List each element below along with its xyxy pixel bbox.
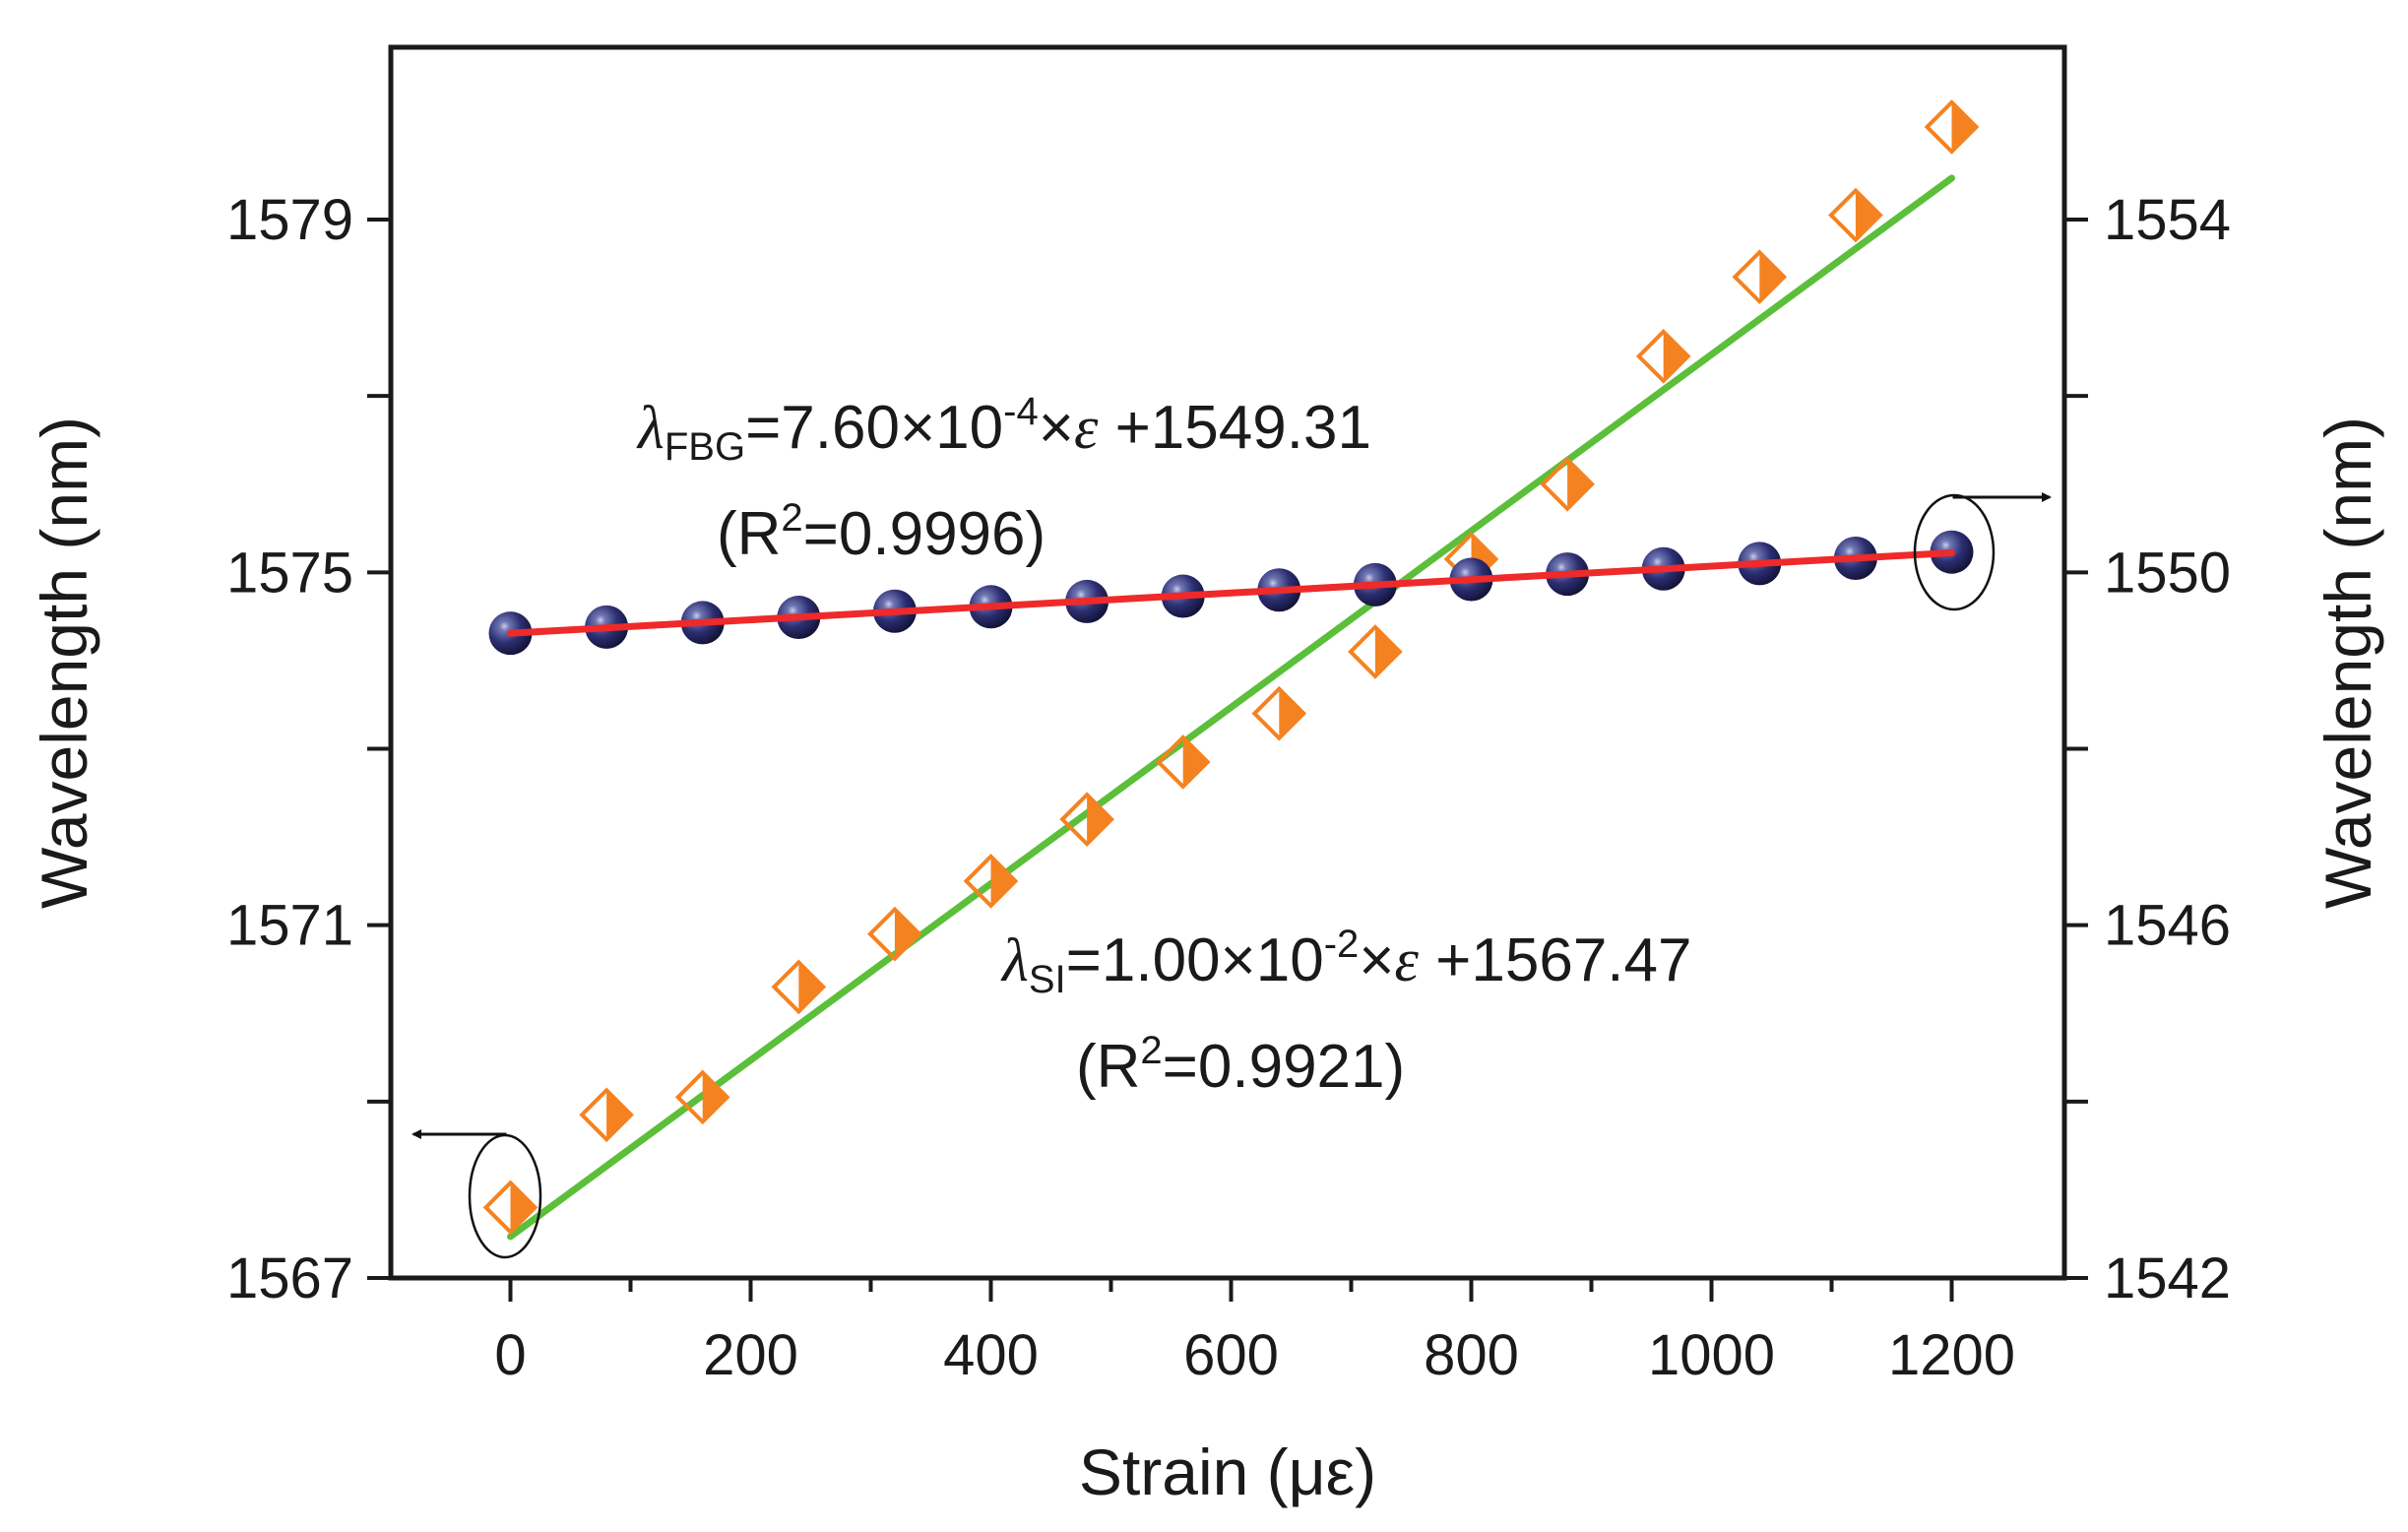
si-marker-outline <box>1635 329 1691 384</box>
si-marker-filled-half <box>702 1072 728 1122</box>
si-marker-outline <box>1155 734 1211 790</box>
si-marker-outline <box>1540 456 1595 512</box>
si-marker-filled-half <box>606 1090 632 1140</box>
si-marker-filled-half <box>1087 795 1112 845</box>
si-marker-filled-half <box>990 856 1016 906</box>
x-tick-label: 600 <box>1183 1323 1279 1387</box>
plot-frame <box>388 44 2067 1281</box>
si-marker-filled-half <box>1855 190 1880 240</box>
fbg-fit-r-squared: (R2=0.9996) <box>717 496 1046 568</box>
x-tick-label: 1000 <box>1648 1323 1775 1387</box>
si-marker-outline <box>1059 792 1114 847</box>
si-marker-filled-half <box>1951 101 1977 152</box>
si-data-point <box>1635 329 1691 384</box>
si-axis-indicator-ellipse <box>468 1133 542 1259</box>
si-data-point <box>771 959 827 1015</box>
si-data-point <box>1924 99 1980 155</box>
y-axis-right-title: Wavelength (nm) <box>2312 416 2384 909</box>
y-left-tick-label: 1571 <box>226 894 353 958</box>
si-marker-outline <box>1924 99 1980 155</box>
si-data-point <box>1155 734 1211 790</box>
y-right-tick-label: 1550 <box>2104 541 2231 605</box>
si-fit-line <box>507 174 1955 1241</box>
fbg-fit-line <box>507 548 1955 637</box>
x-tick-label: 0 <box>494 1323 526 1387</box>
y-right-tick-label: 1542 <box>2104 1246 2231 1310</box>
si-marker-filled-half <box>798 962 824 1012</box>
si-marker-outline <box>1828 187 1883 243</box>
si-marker-outline <box>579 1087 634 1143</box>
si-fit-equation: λSI=1.00×10-2×ε +1567.47 <box>1000 923 1691 1001</box>
x-tick-label: 200 <box>703 1323 798 1387</box>
si-marker-filled-half <box>510 1182 536 1233</box>
si-marker-outline <box>963 854 1019 909</box>
si-data-point <box>579 1087 634 1143</box>
y-right-tick-label: 1546 <box>2104 894 2231 958</box>
si-data-point <box>1251 685 1307 741</box>
y-left-tick-label: 1575 <box>226 541 353 605</box>
si-marker-filled-half <box>1663 331 1688 381</box>
si-marker-outline <box>482 1180 539 1236</box>
si-data-point <box>482 1180 539 1236</box>
si-marker-filled-half <box>894 909 919 959</box>
x-tick-label: 1200 <box>1888 1323 2015 1387</box>
si-marker-filled-half <box>1279 688 1304 738</box>
si-data-point <box>963 854 1019 909</box>
si-marker-filled-half <box>1374 626 1400 676</box>
fbg-axis-arrow-right <box>1952 492 2052 502</box>
si-data-point <box>1348 624 1403 679</box>
fbg-fit-equation: λFBG=7.60×10-4×ε +1549.31 <box>636 390 1371 469</box>
si-marker-outline <box>867 906 922 962</box>
si-data-point <box>674 1069 730 1125</box>
si-data-point <box>1828 187 1883 243</box>
si-marker-filled-half <box>1759 252 1785 302</box>
si-fit-r-squared: (R2=0.9921) <box>1076 1029 1405 1101</box>
y-axis-left-title: Wavelength (nm) <box>28 416 100 909</box>
si-marker-outline <box>1348 624 1403 679</box>
si-axis-arrow-left <box>412 1129 507 1139</box>
si-marker-outline <box>674 1069 730 1125</box>
y-left-tick-label: 1567 <box>226 1246 353 1310</box>
si-data-point <box>1540 456 1595 512</box>
x-axis-title: Strain (με) <box>1079 1436 1376 1508</box>
si-data-point <box>1732 249 1788 305</box>
y-right-tick-label: 1554 <box>2104 188 2231 252</box>
si-marker-filled-half <box>1567 459 1593 509</box>
x-tick-label: 800 <box>1424 1323 1519 1387</box>
y-left-tick-label: 1579 <box>226 188 353 252</box>
si-data-point <box>867 906 922 962</box>
si-marker-outline <box>771 959 827 1015</box>
si-marker-filled-half <box>1182 736 1208 787</box>
si-data-point <box>1059 792 1114 847</box>
si-marker-outline <box>1732 249 1788 305</box>
si-marker-outline <box>1251 685 1307 741</box>
x-tick-label: 400 <box>943 1323 1039 1387</box>
